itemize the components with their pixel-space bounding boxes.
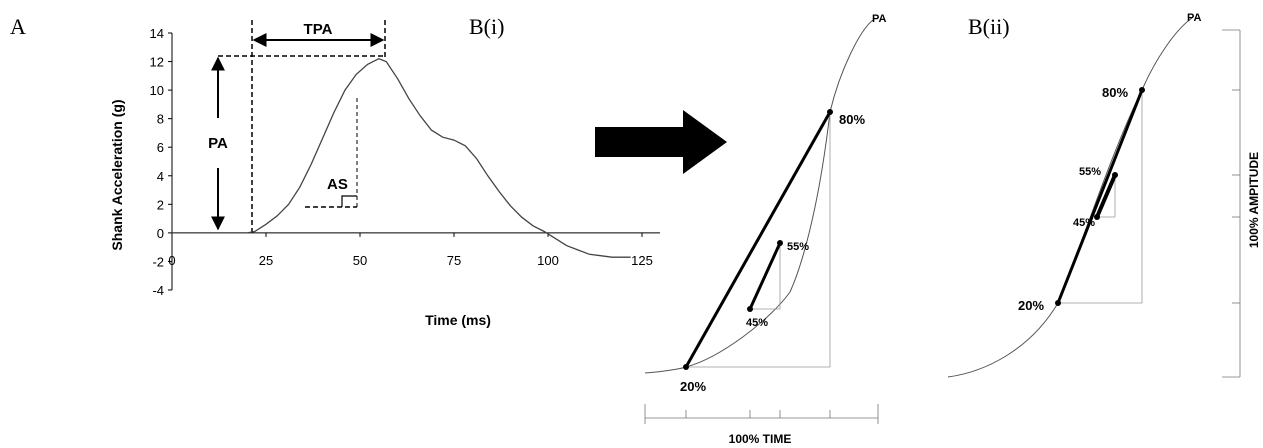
y-tick-label: 6	[157, 140, 164, 155]
b-ii-slope-45-55	[1095, 174, 1117, 218]
b-i-point-80	[827, 109, 833, 115]
tpa-label: TPA	[304, 21, 333, 38]
x-tick-label: 0	[168, 253, 175, 268]
b-ii-label-55: 55%	[1079, 166, 1101, 178]
b-i-point-20	[683, 364, 689, 370]
y-tick-label: -2	[152, 254, 164, 269]
y-tick-label: 2	[157, 197, 164, 212]
b-i-label-80: 80%	[839, 112, 865, 127]
b-ii-point-45	[1094, 214, 1100, 220]
b-ii-amplitude-label: 100% AMPITUDE	[1247, 152, 1261, 248]
panel-a-ticks: -4 -2 0 2 4 6 8 10 12 14 0 25 50 75 100 125	[150, 26, 653, 298]
b-ii-point-55	[1112, 172, 1118, 178]
panel-b-i-chart: PA 80% 55% 45% 20% 100% TIME	[644, 13, 887, 446]
y-tick-label: -4	[152, 283, 164, 298]
b-i-slope-45-55	[748, 242, 782, 310]
b-ii-point-20	[1055, 300, 1061, 306]
x-tick-label: 25	[259, 253, 273, 268]
b-ii-peak-label: PA	[1187, 12, 1202, 24]
y-tick-label: 10	[150, 83, 164, 98]
b-ii-point-80	[1139, 87, 1145, 93]
panel-label-b-ii: B(ii)	[968, 14, 1010, 39]
y-axis-label: Shank Acceleration (g)	[109, 99, 125, 250]
b-i-label-20: 20%	[680, 379, 706, 394]
b-ii-curve	[947, 17, 1193, 378]
b-i-point-55	[777, 240, 783, 246]
y-tick-label: 0	[157, 226, 164, 241]
b-i-peak-label: PA	[872, 13, 887, 25]
panel-a-axes	[171, 33, 660, 290]
b-ii-slope-20-80	[1056, 89, 1144, 304]
y-tick-label: 14	[150, 26, 164, 41]
y-tick-label: 4	[157, 169, 164, 184]
acceleration-series-line	[172, 57, 631, 258]
x-axis-label: Time (ms)	[425, 312, 491, 328]
panel-a-chart: -4 -2 0 2 4 6 8 10 12 14 0 25 50 75 100 125 TPA PA AS T…	[109, 20, 660, 328]
x-tick-label: 75	[447, 253, 461, 268]
b-i-time-label: 100% TIME	[729, 432, 792, 446]
y-tick-label: 8	[157, 112, 164, 127]
x-tick-label: 50	[353, 253, 367, 268]
panel-label-b-i: B(i)	[469, 14, 504, 39]
b-ii-label-20: 20%	[1018, 298, 1044, 313]
b-i-point-45	[747, 306, 753, 312]
x-tick-label: 125	[631, 253, 653, 268]
b-i-label-45: 45%	[746, 317, 768, 329]
transition-arrow	[595, 110, 727, 174]
b-i-slope-20-80	[684, 111, 832, 368]
b-i-label-55: 55%	[787, 241, 809, 253]
as-label: AS	[327, 176, 348, 193]
panel-b-ii-chart: PA 80% 55% 45% 20% 100% AMPITUDE	[947, 12, 1261, 378]
as-right-angle	[341, 195, 357, 207]
y-tick-label: 12	[150, 55, 164, 70]
panel-label-a: A	[10, 14, 26, 39]
x-tick-label: 100	[537, 253, 559, 268]
pa-label: PA	[208, 135, 228, 152]
b-ii-label-80: 80%	[1102, 85, 1128, 100]
b-ii-label-45: 45%	[1073, 217, 1095, 229]
panel-a-annotations: TPA PA AS	[208, 20, 386, 232]
